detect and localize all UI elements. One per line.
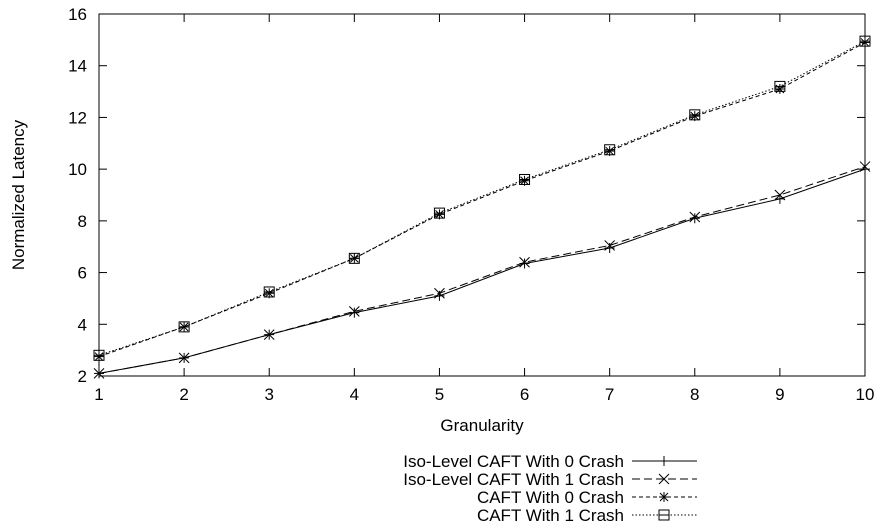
y-tick-label: 6 <box>78 264 87 283</box>
x-tick-label: 1 <box>94 385 103 404</box>
x-tick-label: 4 <box>350 385 359 404</box>
series-4-point <box>178 321 190 333</box>
x-tick-label: 6 <box>520 385 529 404</box>
series-2-point <box>263 329 275 340</box>
series-line-4 <box>98 40 866 356</box>
x-tick-label: 7 <box>605 385 614 404</box>
y-tick-label: 16 <box>68 5 87 24</box>
series-2-point <box>519 256 530 268</box>
series-4-point <box>263 286 275 298</box>
x-tick-label: 9 <box>775 385 784 404</box>
x-tick-label: 3 <box>264 385 273 404</box>
x-tick-label: 8 <box>690 385 699 404</box>
legend-marker-2 <box>658 473 670 485</box>
series-4-point <box>348 252 360 264</box>
series-2-point <box>689 211 701 223</box>
series-4-point <box>689 109 701 121</box>
x-tick-label: 5 <box>435 385 444 404</box>
series-3-point <box>774 83 785 94</box>
legend-marker-4 <box>658 509 670 521</box>
series-line-2 <box>98 166 866 374</box>
series-4-point <box>774 80 786 92</box>
y-axis-label: Normalized Latency <box>9 119 28 270</box>
legend-marker-3 <box>659 492 669 502</box>
y-tick-label: 2 <box>78 367 87 386</box>
series-4-point <box>604 144 616 156</box>
series-layer <box>93 35 871 379</box>
series-2-point <box>434 287 445 299</box>
series-4-point <box>433 207 445 219</box>
y-tick-label: 4 <box>78 315 87 334</box>
legend-label-3: CAFT With 0 Crash <box>477 488 624 507</box>
series-line-1 <box>98 168 866 374</box>
y-tick-label: 12 <box>68 108 87 127</box>
series-2-point <box>348 306 360 317</box>
legend-label-1: Iso-Level CAFT With 0 Crash <box>403 452 624 471</box>
legend-label-4: CAFT With 1 Crash <box>477 506 624 525</box>
series-1-point <box>604 243 615 254</box>
y-tick-label: 10 <box>68 160 87 179</box>
y-tick-label: 14 <box>68 57 87 76</box>
series-4-point <box>519 173 531 185</box>
series-line-3 <box>98 42 866 358</box>
y-tick-label: 8 <box>78 212 87 231</box>
series-2-point <box>178 352 190 364</box>
plot-frame <box>98 13 866 377</box>
x-tick-label: 10 <box>856 385 875 404</box>
series-2-point <box>774 189 786 201</box>
legend-label-2: Iso-Level CAFT With 1 Crash <box>403 470 624 489</box>
series-1-point <box>434 290 445 301</box>
series-2-point <box>604 240 616 251</box>
x-tick-label: 2 <box>179 385 188 404</box>
legend-marker-1 <box>659 456 669 466</box>
x-axis-label: Granularity <box>440 416 524 435</box>
